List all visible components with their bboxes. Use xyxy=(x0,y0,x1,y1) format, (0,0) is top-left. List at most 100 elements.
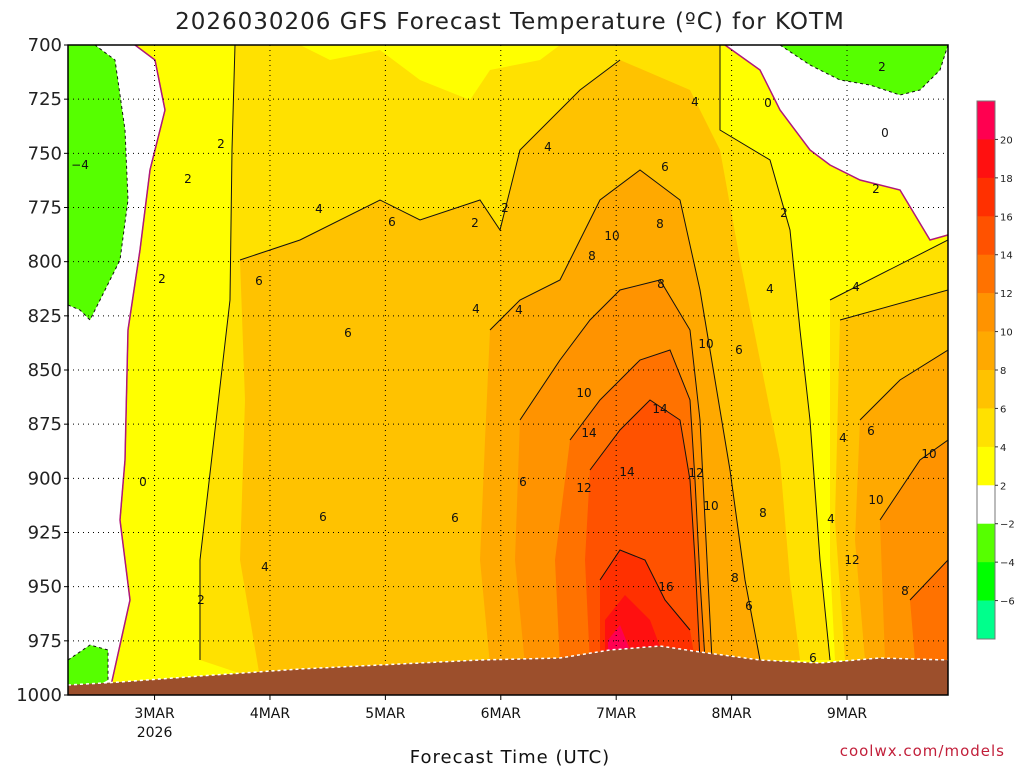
contour-value-label: 6 xyxy=(661,160,669,174)
colorbar-label: 6 xyxy=(1000,404,1006,415)
contour-value-label: 10 xyxy=(576,386,591,400)
contour-value-label: 4 xyxy=(515,303,523,317)
colorbar: 20 18 16 14 12 10 8 6 4 2 −2 −4 −6 xyxy=(976,100,1015,640)
contour-value-label: 2 xyxy=(780,206,788,220)
x-tick-year: 2026 xyxy=(137,725,173,741)
contour-value-label: 2 xyxy=(872,182,880,196)
colorbar-segment xyxy=(977,293,995,332)
colorbar-label: 20 xyxy=(1000,135,1013,146)
contour-value-label: 4 xyxy=(766,282,774,296)
y-tick-label: 825 xyxy=(28,306,62,327)
colorbar-segment xyxy=(977,216,995,256)
colorbar-segment xyxy=(977,523,995,563)
contour-value-label: 0 xyxy=(764,96,772,110)
y-tick-label: 775 xyxy=(28,198,62,219)
band-green-upper-right xyxy=(780,45,948,95)
colorbar-segment xyxy=(977,331,995,371)
colorbar-segment xyxy=(977,562,995,601)
contour-value-label: 12 xyxy=(688,466,703,480)
y-axis: 700 725 750 775 800 825 850 875 900 925 950 975 1000 xyxy=(16,35,68,706)
terrain-edge xyxy=(68,645,948,686)
gridlines xyxy=(68,45,948,695)
contour-value-label: 14 xyxy=(581,426,596,440)
contour-value-label: 10 xyxy=(703,499,718,513)
contour-lines-dashed xyxy=(68,45,948,680)
band-green-left xyxy=(68,45,128,320)
y-tick-label: 750 xyxy=(28,143,62,164)
contour-value-label: 6 xyxy=(319,510,327,524)
colorbar-segment xyxy=(977,139,995,179)
contour-value-label: 4 xyxy=(827,512,835,526)
colorbar-label: 14 xyxy=(1000,251,1013,262)
contour-value-label: 6 xyxy=(519,475,527,489)
contour-value-label: 4 xyxy=(544,140,552,154)
colorbar-segment xyxy=(977,370,995,409)
contour-value-label: 10 xyxy=(868,493,883,507)
y-tick-label: 700 xyxy=(28,35,62,56)
chart-title: 2026030206 GFS Forecast Temperature (ºC)… xyxy=(175,9,845,35)
x-axis: 3MAR 2026 4MAR 5MAR 6MAR 7MAR 8MAR 9MAR xyxy=(134,695,867,741)
contour-value-label: 12 xyxy=(844,553,859,567)
y-tick-label: 850 xyxy=(28,360,62,381)
contour-value-label: 6 xyxy=(451,511,459,525)
contour-value-label: 8 xyxy=(901,584,909,598)
colorbar-label: 2 xyxy=(1000,481,1006,492)
contour-value-label: 2 xyxy=(217,137,225,151)
band-orange-12-right xyxy=(910,560,948,660)
contour-value-label: 8 xyxy=(588,249,596,263)
contour-value-label: 6 xyxy=(867,424,875,438)
y-tick-label: 800 xyxy=(28,252,62,273)
contour-value-label: 2 xyxy=(197,593,205,607)
y-tick-label: 875 xyxy=(28,414,62,435)
contour-value-label: 2 xyxy=(878,60,886,74)
contour-value-label: 4 xyxy=(839,431,847,445)
contour-value-label: 0 xyxy=(139,475,147,489)
contour-lines xyxy=(109,45,948,691)
contour-value-label: 16 xyxy=(658,580,673,594)
colorbar-label: −2 xyxy=(1000,520,1015,531)
colorbar-label: 12 xyxy=(1000,289,1013,300)
contour-value-label: 8 xyxy=(657,277,665,291)
contour-value-label: 8 xyxy=(731,571,739,585)
contour-value-label: 2 xyxy=(471,216,479,230)
plot-area xyxy=(68,45,948,695)
contour-value-label: 10 xyxy=(604,229,619,243)
colorbar-label: 10 xyxy=(1000,328,1013,339)
y-tick-label: 925 xyxy=(28,523,62,544)
contour-value-label: 14 xyxy=(652,402,667,416)
contour-value-label: 6 xyxy=(344,326,352,340)
contour-value-label: 6 xyxy=(809,651,817,665)
contour-value-label: 10 xyxy=(921,447,936,461)
colorbar-segment xyxy=(977,101,995,140)
credit-text: coolwx.com/models xyxy=(840,742,1005,760)
colorbar-segment xyxy=(977,446,995,486)
contour-value-label: 2 xyxy=(501,201,509,215)
y-tick-label: 950 xyxy=(28,577,62,598)
contour-labels: −4 2 2 2 2 0 2 4 4 6 6 6 4 6 2 4 6 4 8 6 8 10 6 10 8 10 12 14 14 14 12… xyxy=(71,60,936,665)
y-tick-label: 975 xyxy=(28,631,62,652)
terrain xyxy=(68,646,948,695)
contour-value-label: 8 xyxy=(656,217,664,231)
colorbar-segment xyxy=(977,485,995,525)
colorbar-segment xyxy=(977,254,995,294)
y-tick-label: 725 xyxy=(28,89,62,110)
contour-value-label: 4 xyxy=(852,280,860,294)
freezing-line xyxy=(109,45,948,691)
colorbar-label: 18 xyxy=(1000,174,1013,185)
x-tick-label: 5MAR xyxy=(365,706,406,722)
x-tick-label: 7MAR xyxy=(596,706,637,722)
contour-value-label: 10 xyxy=(698,337,713,351)
contour-value-label: 4 xyxy=(315,202,323,216)
colorbar-segment xyxy=(977,177,995,217)
colorbar-label: 8 xyxy=(1000,366,1006,377)
y-tick-label: 1000 xyxy=(16,685,62,706)
contour-value-label: −4 xyxy=(71,158,89,172)
contour-value-label: 6 xyxy=(388,215,396,229)
contour-value-label: 6 xyxy=(735,343,743,357)
contour-value-label: 2 xyxy=(158,272,166,286)
contour-value-label: 14 xyxy=(619,465,634,479)
colorbar-label: 4 xyxy=(1000,443,1006,454)
y-tick-label: 900 xyxy=(28,468,62,489)
contour-value-label: 0 xyxy=(881,126,889,140)
contour-value-label: 8 xyxy=(759,506,767,520)
